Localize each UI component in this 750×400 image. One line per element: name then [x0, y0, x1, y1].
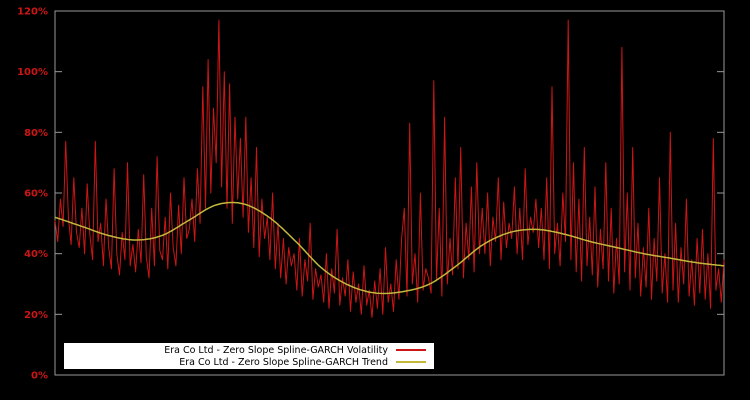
y-axis-label: 0% [31, 371, 48, 382]
trend-line [54, 201, 725, 295]
legend-line-trend-sample [396, 361, 426, 363]
legend-line-volatility-sample [396, 349, 426, 351]
legend-label-trend: Era Co Ltd - Zero Slope Spline-GARCH Tre… [179, 356, 388, 368]
volatility-line [54, 19, 725, 318]
y-axis-label: 60% [24, 189, 48, 200]
y-axis-label: 100% [17, 67, 48, 78]
y-axis-label: 20% [24, 310, 48, 321]
legend-label-volatility: Era Co Ltd - Zero Slope Spline-GARCH Vol… [164, 344, 388, 356]
y-axis-label: 40% [24, 249, 48, 260]
y-axis-label: 120% [17, 7, 48, 18]
legend-row-trend: Era Co Ltd - Zero Slope Spline-GARCH Tre… [64, 357, 434, 368]
y-axis-label: 80% [24, 128, 48, 139]
legend-row-volatility: Era Co Ltd - Zero Slope Spline-GARCH Vol… [64, 345, 434, 356]
legend: Era Co Ltd - Zero Slope Spline-GARCH Vol… [64, 343, 434, 369]
